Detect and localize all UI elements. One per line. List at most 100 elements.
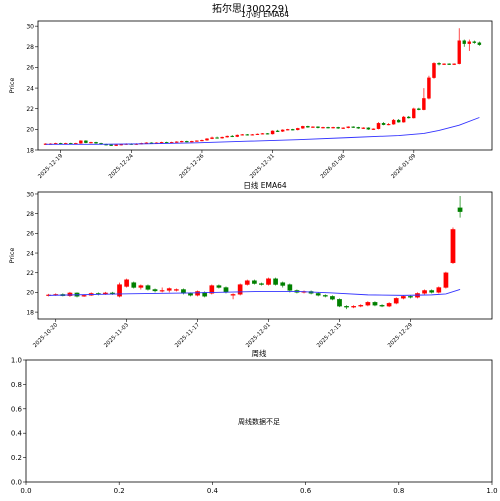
x-tick-label: 2025-12-29	[387, 322, 414, 349]
candle-body	[265, 133, 270, 135]
candle-body	[190, 141, 194, 143]
candle	[260, 132, 265, 135]
y-tick-label: 18	[26, 147, 34, 154]
candle-body	[472, 41, 477, 43]
y-tick-label: 0.0	[11, 479, 22, 487]
candle	[205, 138, 209, 141]
candle-body	[331, 127, 335, 129]
candle	[365, 301, 371, 307]
chart-panel-1: 1小时 EMA64 18 20 22 24 26 28 30 Price 2025-12-19 20…	[8, 9, 493, 180]
candle	[386, 302, 392, 308]
candle-body	[422, 98, 426, 110]
candle	[361, 127, 366, 129]
candle-body	[386, 124, 391, 126]
candle-body	[422, 290, 427, 294]
candle	[407, 115, 411, 119]
candle	[273, 277, 278, 286]
candle-body	[235, 134, 239, 137]
candle	[185, 140, 189, 143]
candle	[79, 140, 83, 144]
candle	[436, 286, 442, 294]
candle	[216, 284, 222, 289]
candle	[467, 39, 472, 51]
candle-body	[216, 285, 222, 288]
candle	[452, 63, 456, 65]
candle-body	[477, 42, 482, 45]
candle	[417, 107, 421, 111]
candle	[237, 283, 243, 296]
candle	[240, 134, 245, 136]
candle	[393, 297, 399, 305]
plot-frame	[37, 191, 493, 320]
x-tick-label: 2025-12-15	[316, 322, 343, 349]
y-tick-label: 22	[26, 106, 34, 113]
plot-frame	[25, 359, 493, 483]
candle	[447, 63, 451, 65]
candle-body	[457, 207, 463, 212]
candle	[376, 122, 381, 130]
candle-body	[442, 63, 446, 65]
candle-body	[223, 287, 229, 293]
candle	[316, 126, 320, 129]
candle-body	[210, 137, 214, 139]
candle-body	[341, 127, 345, 129]
candle	[296, 127, 300, 131]
candle	[159, 287, 165, 293]
candle-body	[245, 134, 250, 136]
candle	[245, 134, 250, 136]
candle-body	[412, 108, 416, 119]
candle-body	[337, 299, 342, 307]
candle-body	[260, 133, 265, 135]
candle-body	[152, 289, 158, 292]
candle-body	[273, 278, 278, 285]
x-tick-label: 2025-12-26	[179, 153, 206, 180]
candle-body	[124, 279, 130, 287]
candle-body	[230, 135, 234, 138]
candle	[275, 129, 280, 132]
candle-body	[291, 129, 295, 131]
candle-body	[365, 302, 371, 306]
candle	[321, 126, 325, 129]
candle-body	[316, 126, 320, 128]
y-tick-label: 20	[26, 127, 34, 134]
candle-body	[356, 127, 361, 129]
candle-body	[452, 63, 456, 65]
candle-body	[79, 140, 83, 144]
x-tick-label: 2025-12-31	[249, 153, 276, 180]
candle-body	[396, 119, 401, 123]
candle	[117, 282, 122, 298]
candle-body	[417, 108, 421, 110]
candle-body	[94, 142, 98, 144]
x-tick-label: 2025-10-20	[32, 322, 59, 349]
candle-body	[117, 284, 122, 297]
candle-body	[285, 129, 290, 131]
candle-body	[159, 290, 165, 292]
candle	[422, 88, 426, 111]
candle	[429, 289, 435, 294]
candle	[427, 75, 431, 100]
candle-body	[447, 63, 451, 65]
candle-body	[275, 130, 280, 132]
candle	[259, 282, 264, 286]
candle-body	[84, 140, 88, 143]
y-tick-label: 0.6	[11, 405, 23, 413]
candle-body	[371, 128, 376, 130]
ema-line	[45, 117, 480, 145]
candle	[180, 140, 184, 143]
candle	[462, 39, 466, 47]
candle	[432, 62, 436, 79]
candle-body	[361, 127, 366, 129]
candle-body	[386, 303, 392, 307]
y-tick-label: 28	[26, 211, 34, 218]
candle	[315, 292, 321, 297]
y-tick-label: 28	[26, 44, 34, 51]
candle	[330, 295, 335, 301]
candle-body	[209, 285, 215, 294]
candle-body	[376, 123, 381, 129]
candle	[266, 277, 271, 286]
candle-body	[244, 280, 250, 285]
candle	[285, 128, 290, 131]
y-tick-label: 22	[26, 270, 34, 277]
candle-body	[89, 142, 93, 144]
y-axis-label: Price	[8, 78, 16, 94]
